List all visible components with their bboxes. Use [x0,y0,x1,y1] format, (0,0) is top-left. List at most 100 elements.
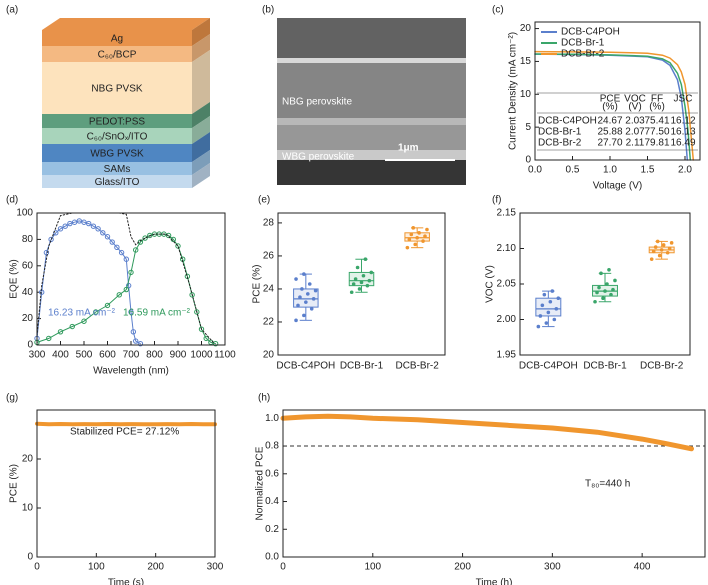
data-point [405,245,410,250]
data-point [550,289,555,293]
sem-nbg [277,63,466,118]
layer-side [192,116,210,144]
data-point [554,307,559,311]
data-point [365,283,370,288]
layer-label: PEDOT:PSS [89,117,145,128]
x-tick-label: 0 [34,562,40,573]
y-axis-label: EQE (%) [9,259,20,298]
table-cell: 16.12 [670,116,695,127]
data-point [294,318,298,323]
y-tick-label: 2.10 [497,243,517,254]
layer-side [192,18,210,46]
y-tick-label: 1.95 [497,350,517,361]
y-tick-label: 22 [263,317,275,328]
sem-substrate [277,160,466,185]
data-point [349,290,354,295]
layer-shade [192,163,210,188]
x-tick-label: 500 [76,350,93,361]
y-tick-label: 20 [263,350,275,361]
panel-label: (h) [258,393,270,404]
y-tick-label: 0 [27,552,33,563]
data-point [81,219,87,225]
data-point [351,282,356,286]
data-point [613,278,617,283]
data-point [415,235,419,240]
x-tick-label: 300 [544,562,561,573]
table-cell: 2.03 [625,116,645,127]
y-tick-label: 80 [22,234,34,245]
y-tick-label: 2.05 [497,279,517,290]
layer-side [192,163,210,188]
series-line [280,413,694,452]
x-tick-label: 300 [29,350,46,361]
data-point [601,296,605,301]
y-tick-label: 0 [27,340,33,351]
x-axis-label: Voltage (V) [593,181,642,192]
table-cell: 79.81 [644,138,669,149]
y-tick-label: 2.00 [497,314,517,325]
data-point [593,299,597,304]
data-point [189,292,195,298]
data-point [133,338,139,344]
data-point [123,286,130,293]
layer-shade [192,102,210,128]
x-tick-label: 800 [146,350,163,361]
y-tick-label: 40 [22,287,34,298]
layer-label: SAMs [104,164,131,175]
data-point [609,292,613,297]
data-point [67,220,73,227]
y-tick-label: 0.6 [265,468,279,479]
data-point [548,299,553,304]
data-point [367,278,372,283]
panel-label: (g) [6,393,18,404]
x-tick-label: DCB-Br-2 [640,361,684,372]
sem-interconnect [277,118,466,125]
data-point [133,247,139,253]
y-tick-label: 28 [263,218,275,229]
series-line [36,220,141,345]
y-tick-label: 10 [520,89,532,100]
data-point [43,249,50,256]
data-point [655,239,660,244]
x-tick-label: 0.0 [528,165,542,176]
y-tick-label: 0.8 [265,441,279,452]
data-point [665,250,670,255]
annotation: 16.23 mA cm⁻² [48,308,116,319]
y-axis-label: PCE (%) [252,265,263,304]
y-tick-label: 20 [520,23,532,34]
data-point [363,257,368,262]
data-point [413,242,418,247]
data-point [597,285,601,290]
sem-ito [277,150,466,160]
table-cell: DCB-Br-1 [538,127,582,138]
panel-label: (a) [6,5,18,16]
x-tick-label: 1.0 [603,165,617,176]
layer-label: C₆₀/BCP [98,50,137,61]
layer-top [42,18,210,30]
data-point [302,272,306,276]
table-cell: DCB-C4POH [538,116,597,127]
x-tick-label: DCB-Br-2 [395,361,439,372]
sem-electrode [277,58,466,63]
data-point [357,287,362,291]
data-point [361,273,366,278]
x-tick-label: 100 [364,562,381,573]
y-tick-label: 0.2 [265,524,279,535]
data-point [657,253,662,258]
table-header: FF [651,94,663,105]
data-point [100,230,106,236]
layer-label: NBG PVSK [91,84,142,95]
layer-label: C₆₀/SnOₓ/ITO [87,132,148,143]
data-point [48,236,54,243]
y-tick-label: 20 [22,454,34,465]
data-point [409,232,414,237]
legend-label: DCB-Br-1 [561,38,605,49]
data-point [300,287,304,291]
layer [42,30,192,46]
data-point [661,243,666,247]
data-point [123,256,130,262]
data-point [556,296,561,301]
data-point [298,295,302,300]
data-point [536,324,541,329]
